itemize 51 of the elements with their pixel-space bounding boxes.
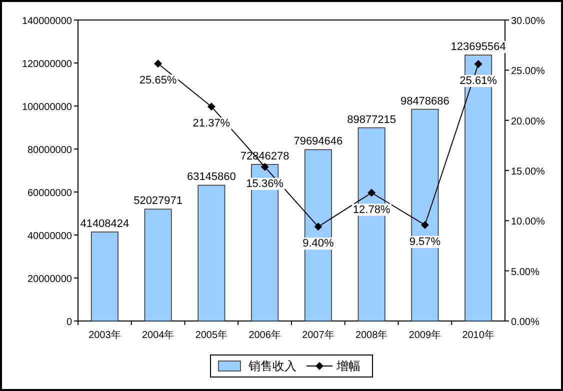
y-tick-label: 80000000 [28, 145, 72, 156]
data-label: 63145860 [186, 171, 236, 184]
y2-tick-label: 10.00% [511, 216, 546, 228]
data-label: 89877215 [347, 114, 396, 126]
bar [144, 208, 172, 322]
y-tick-label: 120000000 [22, 59, 72, 70]
point [314, 222, 322, 231]
point [154, 60, 162, 68]
x-tick-label: 2005年 [195, 329, 228, 341]
data-label: 12.78% [352, 204, 390, 216]
point [420, 220, 429, 229]
x-tick-label: 2009年 [408, 329, 442, 341]
y2-tick-label: 25.00% [511, 66, 546, 78]
y2-tick-label: 30.00% [511, 16, 546, 27]
y2-tick-label: 5.00% [511, 266, 540, 278]
data-label: 15.36% [246, 178, 284, 190]
y-tick-label: 60000000 [28, 188, 72, 199]
y2-tick-label: 20.00% [511, 116, 546, 128]
bar [411, 108, 439, 322]
y-tick-label: 0 [66, 317, 72, 328]
x-tick-label: 2007年 [302, 329, 334, 341]
data-label: 98478686 [400, 95, 450, 108]
data-label: 41408424 [80, 218, 130, 230]
data-label: 9.40% [302, 238, 334, 250]
point [474, 60, 482, 68]
bar [304, 149, 332, 322]
y2-tick-label: 15.00% [511, 166, 546, 178]
y2-tick-label: 0.00% [511, 317, 540, 328]
x-tick-label: 2010年 [462, 329, 494, 341]
y-tick-label: 20000000 [28, 274, 72, 285]
y-tick-label: 40000000 [28, 231, 72, 242]
data-label: 9.57% [409, 236, 441, 248]
bar [90, 232, 118, 322]
data-label: 79694646 [294, 136, 343, 148]
x-tick-label: 2003年 [88, 329, 121, 341]
bar [198, 184, 226, 322]
point [368, 188, 376, 197]
x-tick-label: 2006年 [248, 329, 281, 341]
y-tick-label: 100000000 [22, 102, 72, 113]
data-label: 25.65% [139, 74, 177, 87]
x-tick-label: 2008年 [355, 329, 388, 341]
data-label: 52027971 [134, 195, 183, 208]
data-label: 25.61% [460, 75, 498, 88]
legend-label: 销售收入 [248, 359, 296, 373]
data-label: 21.37% [192, 118, 230, 130]
point [260, 162, 269, 171]
legend-label: 增幅 [336, 359, 360, 373]
y-tick-label: 140000000 [22, 16, 72, 27]
point [207, 102, 216, 111]
x-tick-label: 2004年 [142, 329, 174, 341]
data-label: 123695564 [450, 41, 506, 54]
